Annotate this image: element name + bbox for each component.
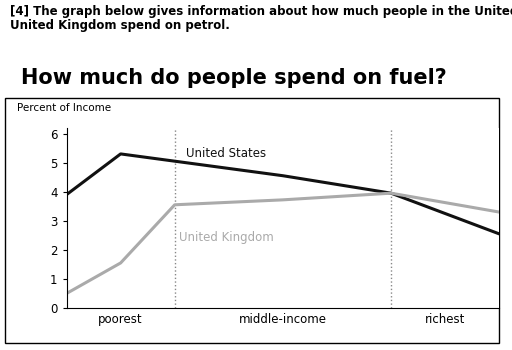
Text: [4] The graph below gives information about how much people in the United States: [4] The graph below gives information ab… — [10, 5, 512, 18]
Text: How much do people spend on fuel?: How much do people spend on fuel? — [21, 68, 447, 88]
Text: Percent of Income: Percent of Income — [17, 103, 111, 113]
Text: United Kingdom: United Kingdom — [179, 231, 274, 244]
Text: United Kingdom spend on petrol.: United Kingdom spend on petrol. — [10, 19, 230, 32]
Text: United States: United States — [185, 147, 266, 160]
